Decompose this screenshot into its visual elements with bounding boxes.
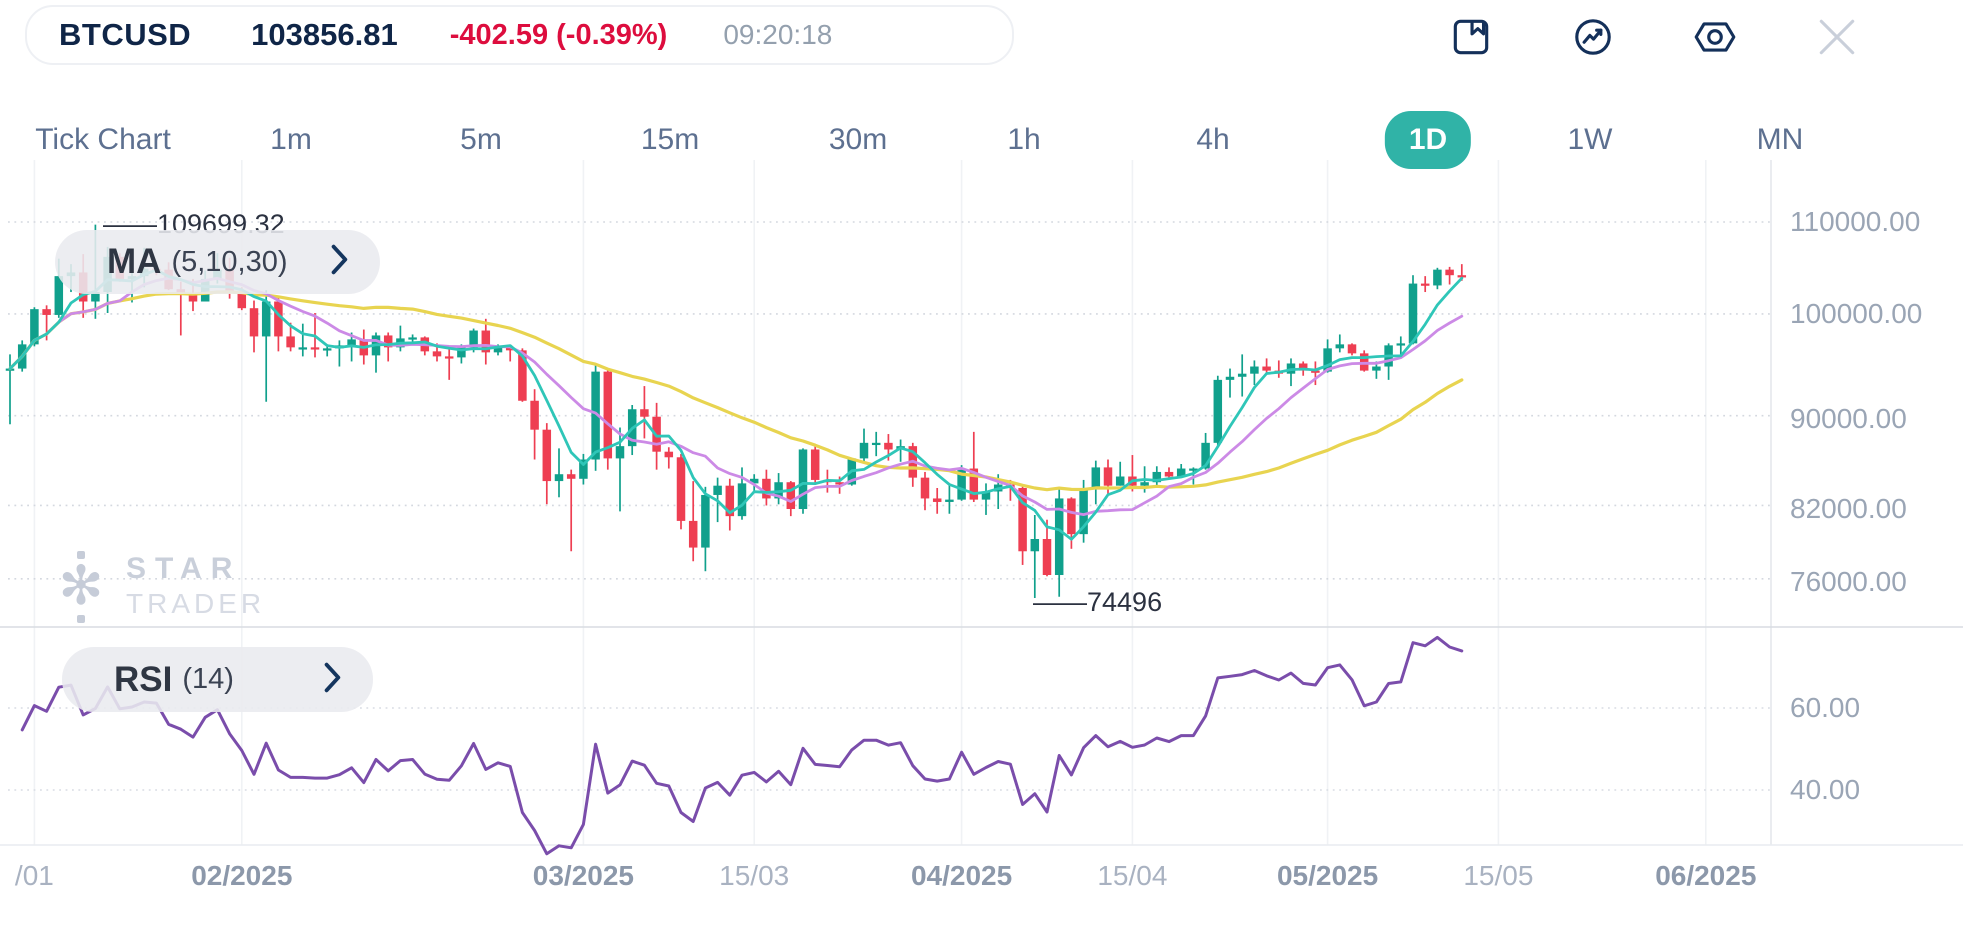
price-tick-82000: 82000.00 <box>1790 493 1907 524</box>
timeframe-bar: Tick Chart 1m 5m 15m 30m 1h 4h 1D 1W MN <box>0 104 1963 176</box>
ma-indicator-pill[interactable]: MA (5,10,30) <box>55 230 380 294</box>
date-tick: 06/2025 <box>1655 860 1757 891</box>
indicator-pulse-icon[interactable] <box>1570 14 1616 60</box>
price-tick-76000: 76000.00 <box>1790 566 1907 597</box>
ma-indicator-name: MA <box>107 242 162 281</box>
tab-5m[interactable]: 5m <box>460 123 502 156</box>
rsi-tick-40: 40.00 <box>1790 774 1861 805</box>
tab-1m[interactable]: 1m <box>270 123 312 156</box>
tab-15m[interactable]: 15m <box>640 123 700 156</box>
tab-1d-active[interactable]: 1D <box>1384 111 1472 169</box>
close-icon[interactable] <box>1814 14 1860 60</box>
price-change: -402.59 (-0.39%) <box>449 18 668 51</box>
date-tick: 15/05 <box>1463 860 1534 891</box>
date-tick: /01 <box>14 860 54 891</box>
date-tick: 04/2025 <box>910 860 1013 891</box>
date-tick: 05/2025 <box>1276 860 1379 891</box>
header-actions <box>1448 14 1860 60</box>
tab-1w[interactable]: 1W <box>1567 123 1613 156</box>
tab-4h[interactable]: 4h <box>1196 123 1230 156</box>
chevron-right-icon <box>323 661 343 698</box>
low-price-label: ——74496 <box>1033 587 1162 617</box>
date-tick: 15/03 <box>719 860 790 891</box>
date-tick: 15/04 <box>1097 860 1168 891</box>
last-price: 103856.81 <box>251 17 398 52</box>
date-tick: 03/2025 <box>532 860 634 891</box>
tab-mn[interactable]: MN <box>1756 123 1804 156</box>
tab-1h[interactable]: 1h <box>1007 123 1041 156</box>
tab-tick-chart[interactable]: Tick Chart <box>35 123 171 156</box>
star-logo-icon: ✻ <box>50 551 112 623</box>
star-trader-watermark: ✻ STAR TRADER <box>50 551 266 623</box>
rsi-indicator-params: (14) <box>182 663 234 695</box>
tab-30m[interactable]: 30m <box>828 123 888 156</box>
watermark-line1: STAR <box>126 552 242 585</box>
quote-card: BTCUSD 103856.81 -402.59 (-0.39%) 09:20:… <box>25 5 1014 65</box>
rsi-tick-60: 60.00 <box>1790 692 1861 723</box>
quote-time: 09:20:18 <box>723 19 833 50</box>
price-tick-110000: 110000.00 <box>1790 206 1921 237</box>
bookmark-icon[interactable] <box>1448 14 1494 60</box>
rsi-indicator-name: RSI <box>114 659 173 699</box>
chevron-right-icon <box>330 244 350 281</box>
price-tick-100000: 100000.00 <box>1790 298 1923 329</box>
settings-nut-icon[interactable] <box>1692 14 1738 60</box>
symbol-label: BTCUSD <box>59 17 192 52</box>
rsi-indicator-pill[interactable]: RSI (14) <box>62 647 373 712</box>
date-tick: 02/2025 <box>191 860 293 891</box>
price-tick-90000: 90000.00 <box>1790 403 1907 434</box>
ma-indicator-params: (5,10,30) <box>171 245 288 278</box>
watermark-line2: TRADER <box>126 588 266 619</box>
